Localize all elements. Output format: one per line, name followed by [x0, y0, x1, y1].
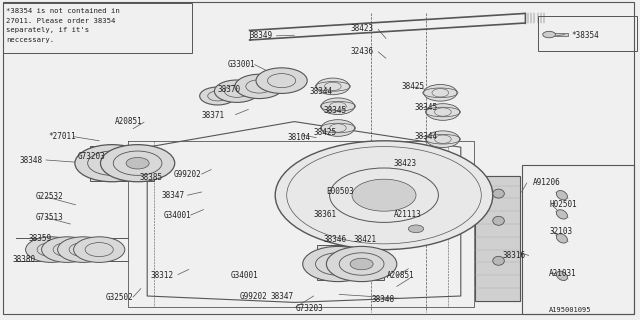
Text: G99202: G99202	[240, 292, 268, 301]
Text: 38104: 38104	[288, 133, 311, 142]
Text: 38348: 38348	[371, 295, 394, 304]
Text: G22532: G22532	[35, 192, 63, 201]
Ellipse shape	[493, 256, 504, 265]
Ellipse shape	[493, 189, 504, 198]
Circle shape	[352, 179, 416, 211]
Text: 38347: 38347	[161, 191, 184, 200]
Circle shape	[321, 98, 355, 115]
Circle shape	[424, 84, 457, 101]
Ellipse shape	[556, 190, 568, 200]
Circle shape	[316, 78, 349, 95]
Text: separately, if it's: separately, if it's	[6, 27, 90, 33]
Circle shape	[58, 237, 109, 262]
Text: G33001: G33001	[227, 60, 255, 68]
Text: A20851: A20851	[115, 117, 143, 126]
Text: 38359: 38359	[29, 234, 52, 243]
Text: 38344: 38344	[415, 132, 438, 140]
Text: 38347: 38347	[270, 292, 293, 301]
Circle shape	[26, 237, 77, 262]
Text: 38370: 38370	[218, 85, 241, 94]
Polygon shape	[147, 122, 461, 302]
Text: 38425: 38425	[314, 128, 337, 137]
Circle shape	[426, 131, 460, 148]
Circle shape	[42, 237, 93, 262]
Circle shape	[74, 237, 125, 262]
Text: G34001: G34001	[230, 271, 258, 280]
Text: 27011. Please order 38354: 27011. Please order 38354	[6, 18, 116, 24]
Text: *38354 is not contained in: *38354 is not contained in	[6, 8, 120, 14]
Circle shape	[326, 246, 397, 282]
Text: G34001: G34001	[163, 212, 191, 220]
Text: G99202: G99202	[174, 170, 202, 179]
Bar	[475, 176, 520, 301]
Bar	[554, 33, 568, 36]
Text: 38316: 38316	[502, 252, 525, 260]
Ellipse shape	[556, 210, 568, 219]
Text: 38312: 38312	[150, 271, 173, 280]
Text: 38348: 38348	[19, 156, 42, 164]
Circle shape	[214, 80, 259, 102]
Bar	[90, 146, 154, 181]
Text: 38345: 38345	[415, 103, 438, 112]
Text: G73513: G73513	[35, 213, 63, 222]
Text: *38354: *38354	[571, 31, 598, 40]
Text: A20851: A20851	[387, 271, 415, 280]
Text: 38423: 38423	[394, 159, 417, 168]
Circle shape	[126, 157, 149, 169]
Text: 38425: 38425	[402, 82, 425, 91]
Circle shape	[256, 68, 307, 93]
Text: 38385: 38385	[140, 173, 163, 182]
Circle shape	[303, 246, 373, 282]
Ellipse shape	[556, 271, 568, 281]
Text: G73203: G73203	[296, 304, 323, 313]
Text: 38345: 38345	[323, 106, 346, 115]
Ellipse shape	[556, 234, 568, 243]
Bar	[538, 16, 637, 51]
Text: A21113: A21113	[394, 210, 421, 219]
Text: 38349: 38349	[250, 31, 273, 40]
Bar	[522, 165, 634, 314]
Circle shape	[426, 104, 460, 120]
Circle shape	[275, 141, 493, 250]
Text: E00503: E00503	[326, 188, 354, 196]
Text: A91206: A91206	[532, 178, 560, 187]
Circle shape	[543, 31, 556, 38]
Circle shape	[321, 120, 355, 136]
Text: *27011: *27011	[48, 132, 76, 140]
Text: A195001095: A195001095	[549, 307, 591, 313]
Circle shape	[100, 157, 124, 169]
Text: G32502: G32502	[106, 293, 133, 302]
Text: neccessary.: neccessary.	[6, 37, 54, 43]
Text: 38423: 38423	[351, 24, 374, 33]
Text: H02501: H02501	[549, 200, 577, 209]
Text: G73203: G73203	[78, 152, 106, 161]
Bar	[3, 3, 192, 53]
Circle shape	[350, 258, 373, 270]
Circle shape	[100, 145, 175, 182]
Text: 38361: 38361	[314, 210, 337, 219]
Circle shape	[75, 145, 149, 182]
Circle shape	[326, 258, 349, 270]
Bar	[317, 245, 384, 280]
Text: 38344: 38344	[309, 87, 332, 96]
Text: 38421: 38421	[354, 235, 377, 244]
Text: 38346: 38346	[323, 235, 346, 244]
Text: 38380: 38380	[13, 255, 36, 264]
Text: 32436: 32436	[351, 47, 374, 56]
Ellipse shape	[493, 216, 504, 225]
Circle shape	[235, 74, 284, 99]
Circle shape	[200, 87, 236, 105]
Text: 38371: 38371	[202, 111, 225, 120]
Circle shape	[408, 225, 424, 233]
Text: A21031: A21031	[549, 269, 577, 278]
Text: 32103: 32103	[549, 227, 572, 236]
